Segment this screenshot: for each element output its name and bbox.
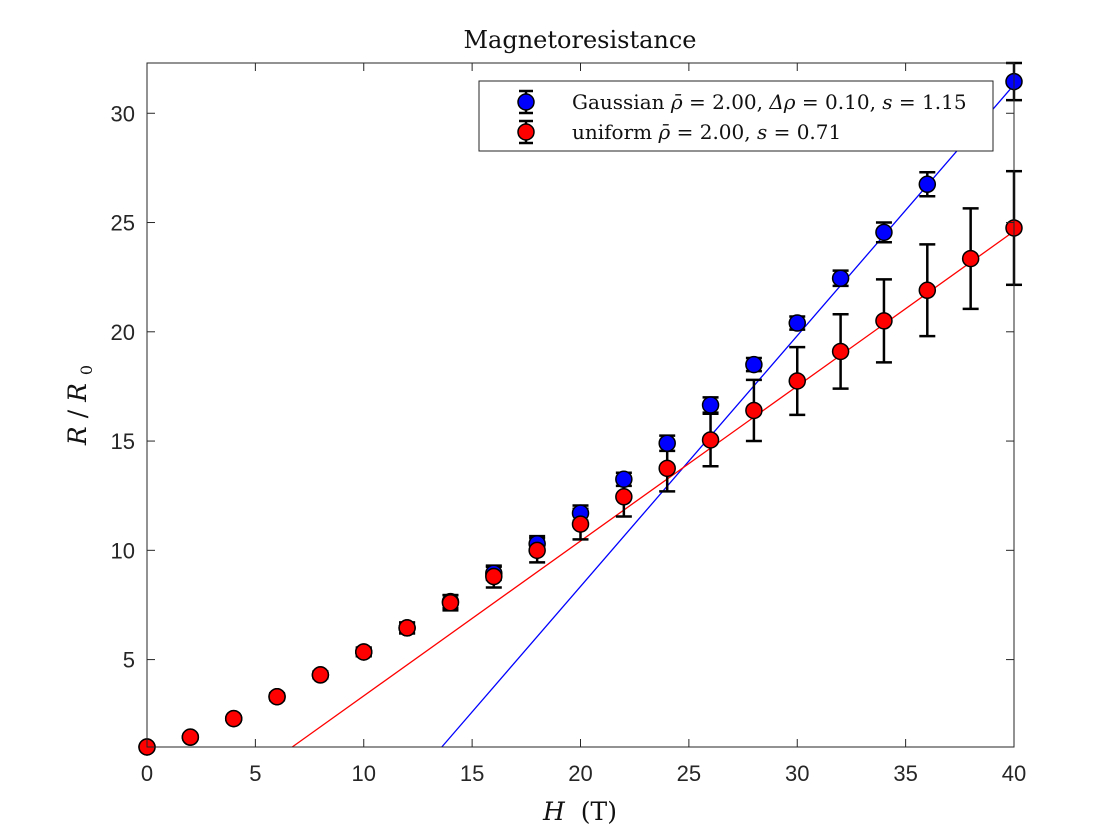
x-tick-label: 40	[1002, 761, 1026, 786]
y-axis-label-subscript: 0	[77, 365, 96, 375]
data-point-uniform	[181, 728, 200, 746]
legend-entry-uniform: uniform ρ̄ = 2.00, s = 0.71	[517, 119, 841, 145]
legend-label-gaussian: Gaussian ρ̄ = 2.00, Δρ = 0.10, s = 1.15	[572, 90, 967, 114]
legend-gaussian-s: s	[882, 90, 892, 114]
legend-uniform-rho-bar: ρ̄	[657, 120, 670, 144]
x-tick-label: 30	[785, 761, 809, 786]
data-point-uniform	[875, 312, 893, 330]
legend-label-uniform: uniform ρ̄ = 2.00, s = 0.71	[572, 120, 841, 144]
legend-uniform-prefix: uniform	[572, 120, 658, 144]
x-axis-label: H (T)	[542, 797, 617, 826]
y-axis-label-sep: /	[63, 409, 92, 418]
data-point-gaussian	[658, 434, 676, 452]
x-axis-label-unit: (T)	[581, 797, 617, 826]
data-point-gaussian	[615, 470, 633, 489]
data-point-gaussian	[831, 269, 850, 288]
y-tick-label: 20	[111, 320, 135, 345]
x-tick-label: 20	[568, 761, 592, 786]
fit-line-gaussian	[441, 84, 1015, 748]
legend-gaussian-rho-bar: ρ̄	[670, 90, 683, 114]
data-point-uniform	[311, 666, 330, 684]
legend-gaussian-delta-value: = 0.10,	[796, 90, 883, 114]
legend-gaussian-s-value: = 1.15	[893, 90, 967, 114]
x-tick-label: 10	[352, 761, 376, 786]
legend-gaussian-delta-rho: Δρ	[768, 90, 795, 114]
y-tick-label: 15	[111, 429, 135, 454]
x-axis-ticks: 0 5 10 15 20 25 30 35 40	[141, 63, 1026, 786]
y-axis-label-var2: R	[63, 383, 92, 403]
chart-title: Magnetoresistance	[463, 26, 696, 54]
legend-gaussian-prefix: Gaussian	[572, 90, 671, 114]
data-point-gaussian	[701, 396, 720, 414]
data-point-gaussian	[918, 175, 937, 194]
y-tick-label: 10	[111, 538, 135, 563]
data-point-uniform	[571, 515, 590, 533]
x-tick-label: 5	[249, 761, 261, 786]
plot-area	[147, 63, 1014, 747]
data-point-uniform	[398, 619, 416, 637]
y-axis-ticks: 5 10 15 20 25 30	[111, 101, 1014, 673]
data-point-gaussian	[875, 223, 893, 242]
data-point-uniform	[224, 709, 243, 728]
data-point-uniform	[615, 488, 633, 506]
fit-line-uniform	[291, 230, 1015, 748]
data-point-gaussian	[788, 314, 806, 332]
data-point-uniform	[268, 687, 286, 706]
legend-uniform-s-value: = 0.71	[767, 120, 841, 144]
data-point-uniform	[528, 541, 546, 560]
x-tick-label: 0	[141, 761, 153, 786]
x-tick-label: 25	[677, 761, 701, 786]
data-point-uniform	[961, 249, 980, 268]
legend: Gaussian ρ̄ = 2.00, Δρ = 0.10, s = 1.15 …	[478, 80, 994, 152]
x-tick-label: 15	[460, 761, 484, 786]
data-point-uniform	[788, 372, 806, 390]
y-tick-label: 5	[123, 648, 135, 673]
y-axis-label-var: R	[63, 426, 92, 446]
legend-gaussian-rho-value: = 2.00,	[683, 90, 770, 114]
data-point-uniform	[658, 459, 676, 478]
x-axis-label-var: H	[542, 797, 566, 826]
data-point-uniform	[918, 281, 937, 300]
legend-uniform-s: s	[757, 120, 767, 144]
legend-box	[478, 80, 994, 152]
legend-marker-uniform	[517, 123, 535, 141]
legend-entry-gaussian: Gaussian ρ̄ = 2.00, Δρ = 0.10, s = 1.15	[517, 89, 967, 115]
data-point-gaussian	[745, 355, 763, 374]
y-tick-label: 30	[111, 101, 135, 126]
data-markers	[138, 72, 1023, 756]
legend-uniform-rho-value: = 2.00,	[670, 120, 757, 144]
data-point-uniform	[745, 401, 763, 420]
data-point-uniform	[701, 431, 720, 449]
legend-marker-gaussian	[517, 93, 535, 111]
data-point-uniform	[441, 594, 460, 612]
data-point-uniform	[485, 567, 503, 586]
x-tick-label: 35	[893, 761, 917, 786]
data-point-uniform	[355, 643, 373, 661]
y-axis-label: R / R 0	[63, 365, 96, 446]
data-point-uniform	[831, 342, 850, 361]
y-tick-label: 25	[111, 211, 135, 236]
fit-lines	[291, 84, 1015, 748]
